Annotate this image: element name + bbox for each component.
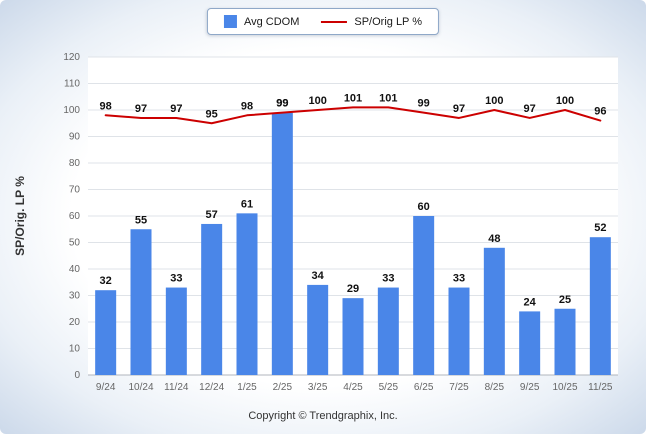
line-value-label: 100 [556,95,574,107]
line-value-label: 101 [379,92,397,104]
y-tick-label: 110 [64,79,80,90]
bar [271,112,293,376]
bar-value-label: 48 [488,233,500,245]
bar [165,287,187,375]
legend-item-avg-cdom: Avg CDOM [223,15,300,28]
bar [413,216,435,375]
bar-value-label: 33 [170,273,182,285]
legend: Avg CDOM SP/Orig LP % [206,8,440,35]
bar [130,229,152,375]
x-tick-label: 7/25 [449,382,469,393]
x-tick-label: 10/24 [128,382,153,393]
y-tick-label: 70 [69,185,81,196]
y-tick-label: 40 [69,264,81,275]
bar [519,311,541,375]
line-value-label: 99 [418,98,430,110]
bar [377,287,399,375]
x-tick-label: 11/25 [588,382,613,393]
bar-value-label: 61 [241,198,253,210]
x-tick-label: 10/25 [552,382,577,393]
bar-value-label: 25 [559,294,571,306]
bar [448,287,470,375]
y-tick-label: 30 [69,291,81,302]
y-tick-label: 80 [69,158,81,169]
line-value-label: 95 [206,108,218,120]
bar-value-label: 99 [276,98,288,110]
bar-value-label: 34 [312,270,325,282]
x-tick-label: 8/25 [485,382,505,393]
y-tick-label: 0 [74,370,80,381]
bar-value-label: 57 [206,209,218,221]
legend-label-sp-orig-lp: SP/Orig LP % [354,15,423,28]
line-value-label: 99 [276,98,288,110]
line-value-label: 96 [594,106,606,118]
legend-item-sp-orig-lp: SP/Orig LP % [321,16,422,28]
x-tick-label: 9/24 [96,382,116,393]
bar-value-label: 24 [524,296,537,308]
line-value-label: 101 [344,92,362,104]
bar [95,290,117,375]
bar-value-label: 32 [100,275,112,287]
bar-value-label: 33 [453,273,465,285]
bar [342,298,364,375]
bar-value-label: 33 [382,273,394,285]
x-tick-label: 3/25 [308,382,328,393]
bar [483,247,505,375]
y-tick-label: 60 [69,211,81,222]
line-value-label: 100 [485,95,503,107]
y-tick-label: 50 [69,238,81,249]
trend-line [104,106,602,125]
y-tick-label: 90 [69,132,81,143]
bar-value-label: 29 [347,283,359,295]
bar-value-label: 60 [418,201,430,213]
y-tick-label: 100 [63,105,80,116]
line-value-label: 100 [308,95,326,107]
x-tick-label: 2/25 [273,382,293,393]
x-tick-label: 5/25 [379,382,399,393]
x-tick-label: 12/24 [199,382,224,393]
x-tick-label: 9/25 [520,382,540,393]
line-series-swatch [321,20,348,23]
line-value-label: 98 [241,100,253,112]
y-tick-label: 20 [69,317,81,328]
bar [236,213,258,375]
copyright-text: Copyright © Trendgraphix, Inc. [248,410,398,422]
line-value-label: 98 [100,100,112,112]
x-tick-label: 4/25 [343,382,363,393]
bar [554,308,576,375]
y-tick-label: 120 [63,52,80,63]
x-tick-label: 6/25 [414,382,434,393]
line-value-label: 97 [170,103,182,115]
legend-label-avg-cdom: Avg CDOM [243,15,300,28]
x-tick-label: 11/24 [164,382,189,393]
bar [589,237,611,375]
bar [307,284,329,375]
bar-value-label: 52 [594,222,606,234]
line-value-label: 97 [135,103,147,115]
bar-series-swatch [223,15,237,28]
bar-value-label: 55 [135,214,147,226]
y-tick-label: 10 [69,344,81,355]
bar [201,223,223,375]
line-value-label: 97 [453,103,465,115]
x-tick-label: 1/25 [237,382,257,393]
line-value-label: 97 [524,103,536,115]
